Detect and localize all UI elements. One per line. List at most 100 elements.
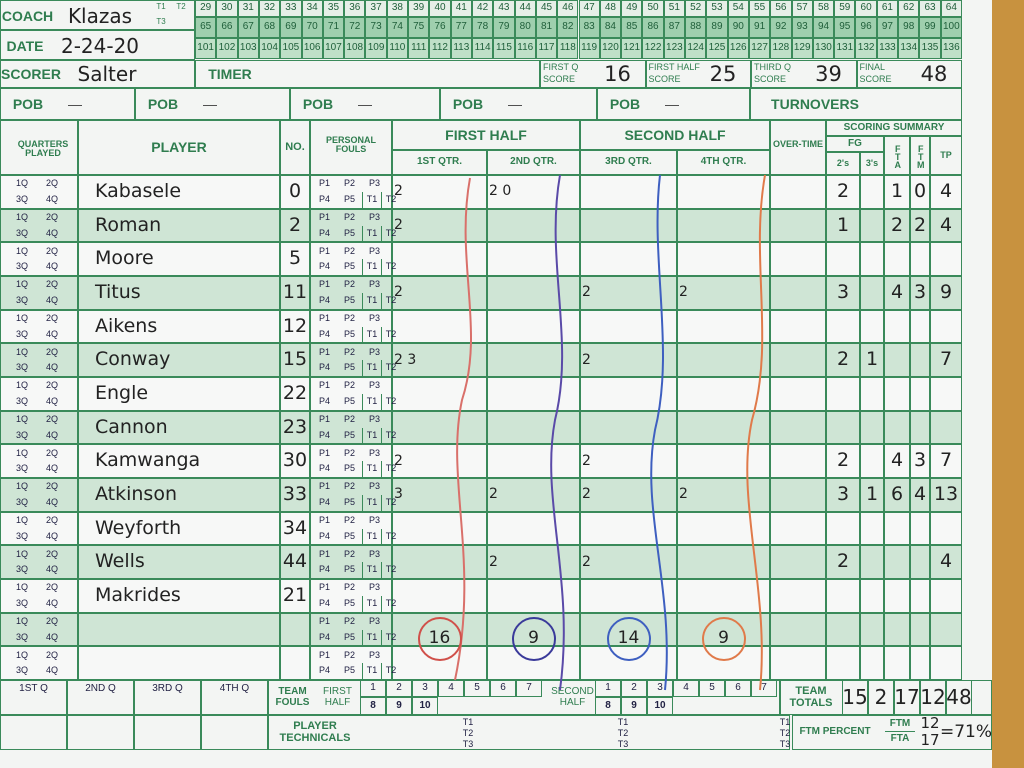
score-label: FIRST HALF bbox=[648, 61, 700, 72]
foul-label: P5 bbox=[343, 463, 355, 474]
player-number: 5 bbox=[288, 247, 302, 270]
cell bbox=[580, 242, 677, 276]
cell bbox=[78, 478, 280, 512]
cell bbox=[78, 242, 280, 276]
running-score-cell bbox=[280, 0, 302, 17]
cell bbox=[392, 242, 487, 276]
quarter-label: 4Q bbox=[45, 665, 58, 676]
running-score-cell bbox=[706, 0, 728, 17]
player-number: 2 bbox=[288, 213, 302, 236]
cell bbox=[884, 276, 910, 310]
cell bbox=[78, 646, 280, 680]
running-score-number: 70 bbox=[306, 21, 318, 33]
running-score-number: 35 bbox=[327, 2, 340, 14]
cell bbox=[826, 276, 860, 310]
cell bbox=[860, 478, 884, 512]
quarter-score: 2 bbox=[489, 486, 498, 503]
pob-dash: — bbox=[68, 95, 82, 112]
foul-label: P1 bbox=[318, 481, 330, 492]
running-score-number: 119 bbox=[581, 42, 598, 54]
foul-label: P4 bbox=[318, 227, 330, 238]
running-score-number: 115 bbox=[495, 42, 512, 54]
cell bbox=[860, 612, 884, 647]
cell bbox=[392, 478, 487, 512]
quarter-label: 3Q bbox=[15, 362, 28, 373]
cell bbox=[770, 646, 826, 680]
quarter-label: 4Q bbox=[45, 362, 58, 373]
col-second-half: SECOND HALF bbox=[624, 126, 726, 143]
running-score-cell bbox=[685, 0, 707, 17]
cell bbox=[280, 646, 310, 680]
foul-number: 7 bbox=[761, 682, 767, 694]
foul-number-cell bbox=[516, 680, 542, 697]
cell bbox=[0, 478, 78, 512]
foul-label: P4 bbox=[318, 463, 330, 474]
foul-label: T1 bbox=[362, 326, 381, 343]
foul-label: P3 bbox=[368, 548, 380, 559]
running-score-cell bbox=[258, 0, 281, 17]
second-half-label: SECOND HALF bbox=[551, 686, 594, 708]
quarter-label: 3Q bbox=[15, 194, 28, 205]
quarter-label: 2Q bbox=[45, 649, 58, 660]
col-qtr: 2ND QTR. bbox=[510, 156, 557, 168]
running-score-cell bbox=[365, 0, 387, 17]
running-score-cell bbox=[557, 0, 579, 17]
foul-label: P1 bbox=[318, 447, 330, 458]
running-score-cell bbox=[258, 38, 281, 59]
running-score-cell bbox=[685, 38, 707, 59]
running-score-number: 36 bbox=[349, 2, 361, 14]
running-score-number: 34 bbox=[306, 2, 318, 14]
running-score-cell bbox=[493, 0, 515, 17]
cell bbox=[78, 410, 280, 445]
t-label: T2 bbox=[176, 1, 186, 11]
quarter-label: 1Q bbox=[15, 380, 28, 391]
summary-value: 2 bbox=[836, 179, 850, 202]
technical-label: T3 bbox=[779, 738, 791, 749]
running-score-cell bbox=[344, 17, 366, 38]
col-head bbox=[826, 120, 962, 136]
summary-value: 4 bbox=[939, 550, 953, 573]
running-score-number: 108 bbox=[346, 42, 364, 54]
running-score-number: 135 bbox=[921, 42, 939, 54]
running-score-cell bbox=[663, 17, 686, 38]
foul-label: P1 bbox=[318, 548, 330, 559]
timer-label: TIMER bbox=[208, 65, 252, 82]
quarter-label: 1Q bbox=[15, 649, 28, 660]
running-score-cell bbox=[195, 38, 217, 59]
foul-number-cell bbox=[490, 680, 516, 697]
running-score-cell bbox=[322, 17, 345, 38]
cell bbox=[826, 646, 860, 680]
cell bbox=[78, 208, 280, 243]
cell bbox=[0, 276, 78, 310]
running-score-cell bbox=[408, 17, 430, 38]
row-bg bbox=[0, 175, 962, 209]
cell bbox=[677, 478, 770, 512]
cell bbox=[280, 175, 310, 209]
cell bbox=[392, 545, 487, 579]
team-totals-label: TEAM TOTALS bbox=[789, 684, 833, 709]
cell bbox=[860, 309, 884, 344]
quarter-label: 4Q bbox=[45, 463, 58, 474]
player-name: Weyforth bbox=[95, 516, 182, 539]
date-box bbox=[0, 30, 195, 60]
running-score-cell bbox=[812, 17, 835, 38]
pob-label: POB bbox=[12, 95, 44, 112]
cell bbox=[0, 579, 78, 613]
running-score-number: 118 bbox=[559, 42, 576, 54]
running-score-cell bbox=[876, 0, 899, 17]
running-score-number: 68 bbox=[263, 21, 276, 33]
running-score-cell bbox=[685, 17, 707, 38]
player-name: Aikens bbox=[95, 314, 158, 337]
cell bbox=[677, 276, 770, 310]
running-score-number: 51 bbox=[668, 2, 680, 14]
foul-number: 5 bbox=[474, 682, 480, 694]
summary-value: 13 bbox=[933, 482, 959, 505]
foul-label: T2 bbox=[381, 494, 400, 511]
player-number: 23 bbox=[282, 415, 308, 438]
foul-number: 6 bbox=[500, 682, 506, 694]
cell bbox=[884, 242, 910, 276]
foul-label: P1 bbox=[318, 615, 330, 626]
col-fg: FG bbox=[848, 137, 862, 149]
running-score-cell bbox=[812, 0, 835, 17]
player-name: Kabasele bbox=[95, 179, 182, 202]
